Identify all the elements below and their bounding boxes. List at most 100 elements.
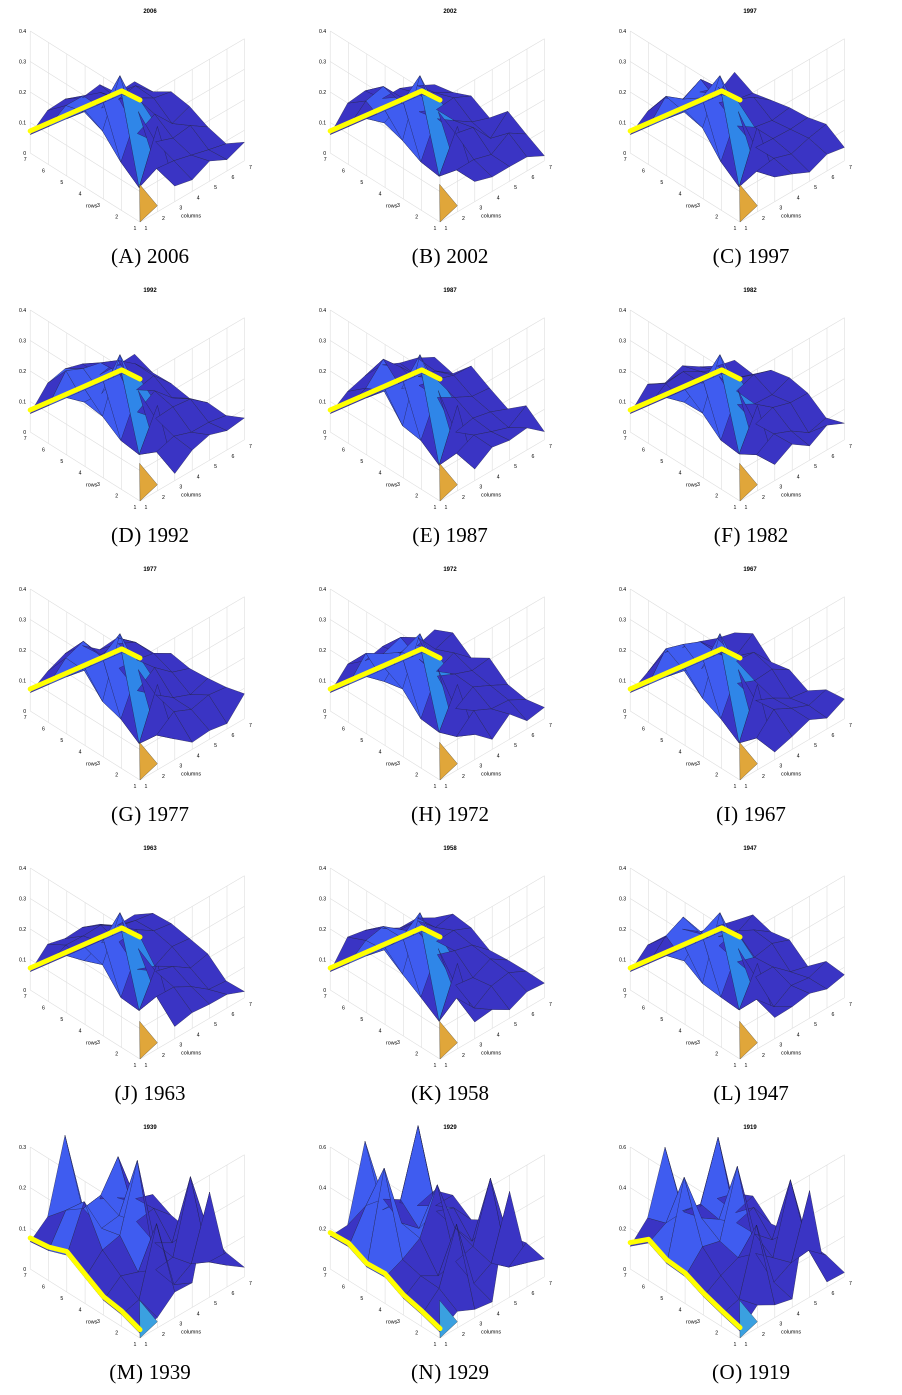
row-tick-label: 6 xyxy=(342,1006,345,1012)
row-tick-label: 2 xyxy=(415,494,418,500)
caption-letter: (E) xyxy=(412,523,441,547)
subfigure-caption: (B) 2002 xyxy=(300,244,600,269)
highlight-path xyxy=(327,925,443,971)
subplot-1963: 1963 0 0.1 0.2 0.3 0.4 1 2 3 4 5 6 7 1 2 3 4 5 6 7 rows colum… xyxy=(0,837,300,1116)
caption-letter: (L) xyxy=(713,1081,742,1105)
surface-plot: 1992 0 0.1 0.2 0.3 0.4 1 2 3 4 5 6 7 1 2 3 4 5 6 7 rows colum… xyxy=(19,288,252,511)
row-tick-label: 3 xyxy=(97,1319,100,1325)
rows-axis-label: rows xyxy=(386,762,398,768)
row-tick-label: 7 xyxy=(624,994,627,1000)
z-tick-label: 0.4 xyxy=(19,866,26,872)
subfigure-caption: (L) 1947 xyxy=(600,1081,902,1106)
plot-title: 1977 xyxy=(143,567,157,573)
z-tick-label: 0.2 xyxy=(619,648,626,654)
column-tick-label: 3 xyxy=(179,1043,182,1049)
z-tick-label: 0.4 xyxy=(619,1186,626,1192)
row-tick-label: 1 xyxy=(434,1342,437,1348)
column-tick-label: 2 xyxy=(162,495,165,501)
columns-axis-label: columns xyxy=(181,1051,201,1057)
column-tick-label: 2 xyxy=(162,774,165,780)
columns-axis-label: columns xyxy=(481,772,501,778)
subplot-2006: 2006 0 0.1 0.2 0.3 0.4 1 2 3 4 5 6 7 1 2 3 4 5 6 7 rows colum… xyxy=(0,0,300,279)
row-tick-label: 5 xyxy=(660,1017,663,1023)
plot-title: 1992 xyxy=(143,288,157,294)
column-tick-label: 1 xyxy=(145,226,148,232)
surface-plot: 1958 0 0.1 0.2 0.3 0.4 1 2 3 4 5 6 7 1 2 3 4 5 6 7 rows colum… xyxy=(319,846,552,1069)
column-tick-label: 1 xyxy=(145,505,148,511)
column-tick-label: 5 xyxy=(214,1022,217,1028)
surface-peak xyxy=(739,1020,758,1060)
surface-plot: 1977 0 0.1 0.2 0.3 0.4 1 2 3 4 5 6 7 1 2 3 4 5 6 7 rows colum… xyxy=(19,567,252,790)
caption-letter: (G) xyxy=(111,802,142,826)
rows-axis-label: rows xyxy=(86,483,98,489)
caption-letter: (B) xyxy=(411,244,442,268)
caption-letter: (F) xyxy=(713,523,741,547)
column-tick-label: 6 xyxy=(532,733,535,739)
row-tick-label: 3 xyxy=(697,1319,700,1325)
caption-year: 1987 xyxy=(440,523,488,547)
z-tick-label: 0.1 xyxy=(19,400,26,406)
z-tick-label: 0.3 xyxy=(19,1145,26,1151)
z-tick-label: 0.1 xyxy=(619,958,626,964)
column-tick-label: 5 xyxy=(514,1301,517,1307)
column-tick-label: 5 xyxy=(214,1301,217,1307)
z-tick-label: 0.1 xyxy=(19,958,26,964)
row-tick-label: 6 xyxy=(642,448,645,454)
row-tick-label: 1 xyxy=(434,226,437,232)
row-tick-label: 5 xyxy=(60,459,63,465)
row-tick-label: 1 xyxy=(134,1342,137,1348)
caption-year: 1977 xyxy=(141,802,189,826)
row-tick-label: 1 xyxy=(134,505,137,511)
column-tick-label: 4 xyxy=(497,1032,500,1038)
z-tick-label: 0 xyxy=(323,1267,326,1273)
row-tick-label: 7 xyxy=(624,436,627,442)
z-tick-label: 0.2 xyxy=(319,927,326,933)
columns-axis-label: columns xyxy=(181,1330,201,1336)
column-tick-label: 1 xyxy=(745,226,748,232)
z-tick-label: 0 xyxy=(623,1267,626,1273)
surface-plot: 2002 0 0.1 0.2 0.3 0.4 1 2 3 4 5 6 7 1 2 3 4 5 6 7 rows colum… xyxy=(319,9,552,232)
row-tick-label: 4 xyxy=(679,471,682,477)
z-tick-label: 0.2 xyxy=(319,1226,326,1232)
column-tick-label: 5 xyxy=(214,743,217,749)
column-tick-label: 6 xyxy=(232,454,235,460)
caption-letter: (H) xyxy=(411,802,442,826)
surface-peak xyxy=(439,1020,458,1060)
caption-year: 1992 xyxy=(141,523,189,547)
z-tick-label: 0.1 xyxy=(319,679,326,685)
z-tick-label: 0 xyxy=(23,709,26,715)
columns-axis-label: columns xyxy=(481,1330,501,1336)
caption-year: 1997 xyxy=(742,244,790,268)
row-tick-label: 1 xyxy=(734,1063,737,1069)
column-tick-label: 1 xyxy=(445,226,448,232)
surface-peak xyxy=(439,741,458,781)
z-tick-label: 0 xyxy=(23,988,26,994)
column-tick-label: 4 xyxy=(797,1032,800,1038)
row-tick-label: 7 xyxy=(324,1273,327,1279)
z-tick-label: 0.1 xyxy=(619,121,626,127)
columns-axis-label: columns xyxy=(781,493,801,499)
surface-peak xyxy=(739,741,758,781)
caption-year: 1967 xyxy=(738,802,786,826)
column-tick-label: 1 xyxy=(145,784,148,790)
column-tick-label: 7 xyxy=(849,444,852,450)
z-tick-label: 0 xyxy=(23,430,26,436)
row-tick-label: 3 xyxy=(97,1040,100,1046)
surface-plot: 1939 0 0.1 0.2 0.3 1 2 3 4 5 6 7 1 2 3 4 5 6 7 rows columns xyxy=(19,1125,252,1348)
row-tick-label: 5 xyxy=(360,180,363,186)
row-tick-label: 7 xyxy=(324,994,327,1000)
row-tick-label: 3 xyxy=(397,482,400,488)
subfigure-caption: (J) 1963 xyxy=(0,1081,300,1106)
row-tick-label: 4 xyxy=(79,1029,82,1035)
z-tick-label: 0.3 xyxy=(619,897,626,903)
subfigure-caption: (E) 1987 xyxy=(300,523,600,548)
subplot-1977: 1977 0 0.1 0.2 0.3 0.4 1 2 3 4 5 6 7 1 2 3 4 5 6 7 rows colum… xyxy=(0,558,300,837)
row-tick-label: 6 xyxy=(42,169,45,175)
caption-letter: (J) xyxy=(114,1081,139,1105)
z-tick-label: 0 xyxy=(623,988,626,994)
column-tick-label: 4 xyxy=(497,474,500,480)
column-tick-label: 7 xyxy=(549,444,552,450)
column-tick-label: 3 xyxy=(779,764,782,770)
column-tick-label: 3 xyxy=(479,206,482,212)
surface-patch xyxy=(808,1250,845,1283)
